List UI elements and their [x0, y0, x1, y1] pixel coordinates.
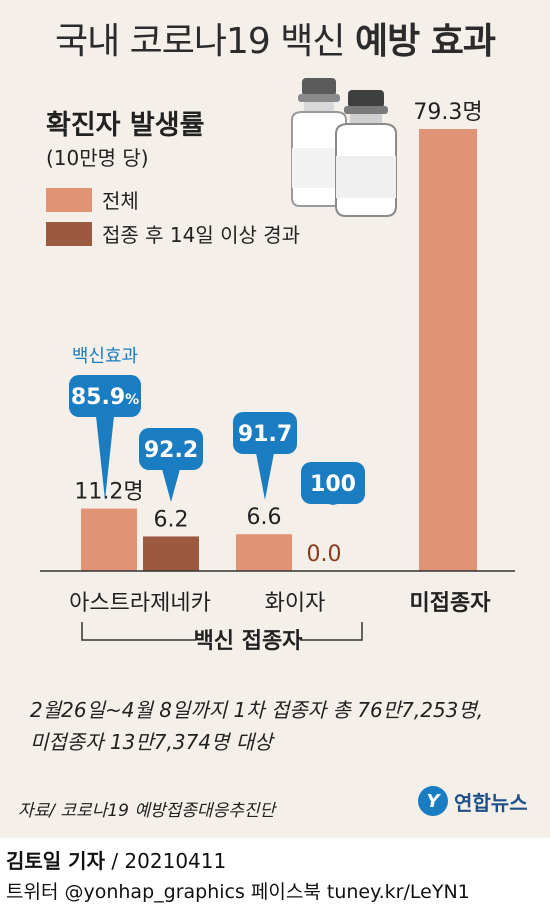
publish-date: 20210411 [124, 849, 227, 873]
social-links: 트위터 @yonhap_graphics 페이스북 tuney.kr/LeYN1 [6, 881, 470, 903]
title-bold: 예방 효과 [354, 21, 496, 62]
category-label: 화이자 [265, 591, 326, 616]
group-label: 백신 접종자 [194, 629, 304, 654]
efficacy-value: 92.2 [144, 438, 198, 463]
source-credit: 자료/ 코로나19 예방접종대응추진단 [18, 801, 276, 821]
badge-pointer [162, 469, 180, 502]
efficacy-value: 100 [310, 472, 356, 497]
badge-pointer [96, 416, 114, 500]
chart-unit: (10만명 당) [46, 146, 149, 170]
byline: 김토일 기자 / 20210411 [6, 845, 226, 874]
vaccine-vial-icon [291, 78, 397, 217]
efficacy-badge [233, 412, 297, 454]
yonhap-logo-icon: Y [418, 786, 448, 816]
category-label: 미접종자 [410, 591, 492, 616]
category-label: 아스트라제네카 [69, 591, 211, 616]
badge-pointer [324, 503, 342, 505]
byline-separator: / [104, 849, 125, 873]
note-line: 2월26일~4월 8일까지 1차 접종자 총 76만7,253명, [30, 698, 484, 722]
yonhap-logo: Y 연합뉴스 [418, 786, 528, 816]
chart-note: 2월26일~4월 8일까지 1차 접종자 총 76만7,253명, 미접종자 1… [30, 694, 483, 758]
legend-label-total: 전체 [102, 189, 139, 213]
bar [236, 534, 292, 571]
yonhap-logo-text: 연합뉴스 [454, 790, 528, 815]
group-bracket-left [81, 622, 196, 641]
bar [419, 129, 477, 571]
badge-pointer [256, 453, 274, 500]
efficacy-value: 91.7 [238, 422, 292, 447]
legend-swatch-total [46, 187, 92, 212]
data-label: 11.2명 [74, 480, 143, 505]
bar [143, 536, 199, 571]
legend-item-total: 전체 [46, 185, 139, 214]
title-normal: 국내 코로나19 백신 [54, 21, 346, 62]
reporter-name: 김토일 기자 [6, 849, 105, 873]
chart-title: 국내 코로나19 백신 예방 효과 [0, 12, 550, 64]
group-bracket-right [300, 622, 363, 641]
data-label: 79.3명 [413, 100, 482, 125]
bar [81, 508, 137, 571]
legend-item-vaccinated: 접종 후 14일 이상 경과 [46, 219, 300, 248]
chart-subtitle: 확진자 발생률 [46, 110, 205, 141]
data-label: 6.6 [247, 505, 282, 530]
legend-swatch-vaccinated [46, 221, 92, 246]
efficacy-badge [139, 428, 203, 470]
note-line: 미접종자 13만7,374명 대상 [30, 730, 273, 754]
efficacy-badge [301, 462, 365, 504]
legend-label-vaccinated: 접종 후 14일 이상 경과 [102, 223, 301, 247]
data-label: 6.2 [154, 507, 189, 532]
efficacy-label: 백신효과 [72, 346, 138, 367]
data-label: 0.0 [307, 542, 342, 567]
bar-chart: 11.2명6.2 6.60.079.3명85.9%92.291.7100백신효과아… [40, 78, 515, 654]
efficacy-unit: % [125, 392, 139, 408]
efficacy-badge [69, 375, 141, 417]
